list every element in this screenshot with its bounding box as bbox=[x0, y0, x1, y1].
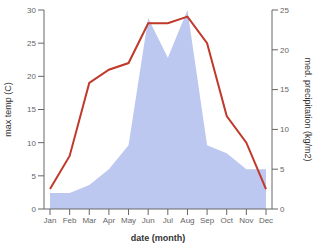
svg-text:5: 5 bbox=[32, 172, 37, 181]
svg-text:max temp (C): max temp (C) bbox=[8, 82, 13, 137]
svg-text:med. precipitation (kg/m2): med. precipitation (kg/m2) bbox=[303, 57, 310, 161]
svg-text:30: 30 bbox=[27, 6, 36, 15]
svg-text:Apr: Apr bbox=[103, 216, 116, 225]
svg-text:10: 10 bbox=[27, 139, 36, 148]
svg-text:10: 10 bbox=[280, 125, 289, 134]
svg-text:0: 0 bbox=[280, 205, 285, 214]
svg-text:Jul: Jul bbox=[163, 216, 173, 225]
svg-text:Feb: Feb bbox=[63, 216, 77, 225]
svg-text:Aug: Aug bbox=[180, 216, 194, 225]
svg-text:20: 20 bbox=[280, 46, 289, 55]
svg-text:Sep: Sep bbox=[200, 216, 215, 225]
svg-text:25: 25 bbox=[27, 39, 36, 48]
svg-text:date (month): date (month) bbox=[131, 233, 186, 243]
svg-text:Mar: Mar bbox=[82, 216, 96, 225]
svg-text:Jun: Jun bbox=[142, 216, 155, 225]
svg-text:15: 15 bbox=[280, 85, 289, 94]
svg-text:Jan: Jan bbox=[44, 216, 57, 225]
svg-text:May: May bbox=[121, 216, 136, 225]
svg-text:Oct: Oct bbox=[221, 216, 234, 225]
svg-text:0: 0 bbox=[32, 205, 37, 214]
svg-text:Dec: Dec bbox=[259, 216, 273, 225]
svg-text:15: 15 bbox=[27, 105, 36, 114]
svg-text:Nov: Nov bbox=[239, 216, 253, 225]
svg-text:25: 25 bbox=[280, 6, 289, 15]
svg-text:5: 5 bbox=[280, 165, 285, 174]
svg-text:20: 20 bbox=[27, 72, 36, 81]
